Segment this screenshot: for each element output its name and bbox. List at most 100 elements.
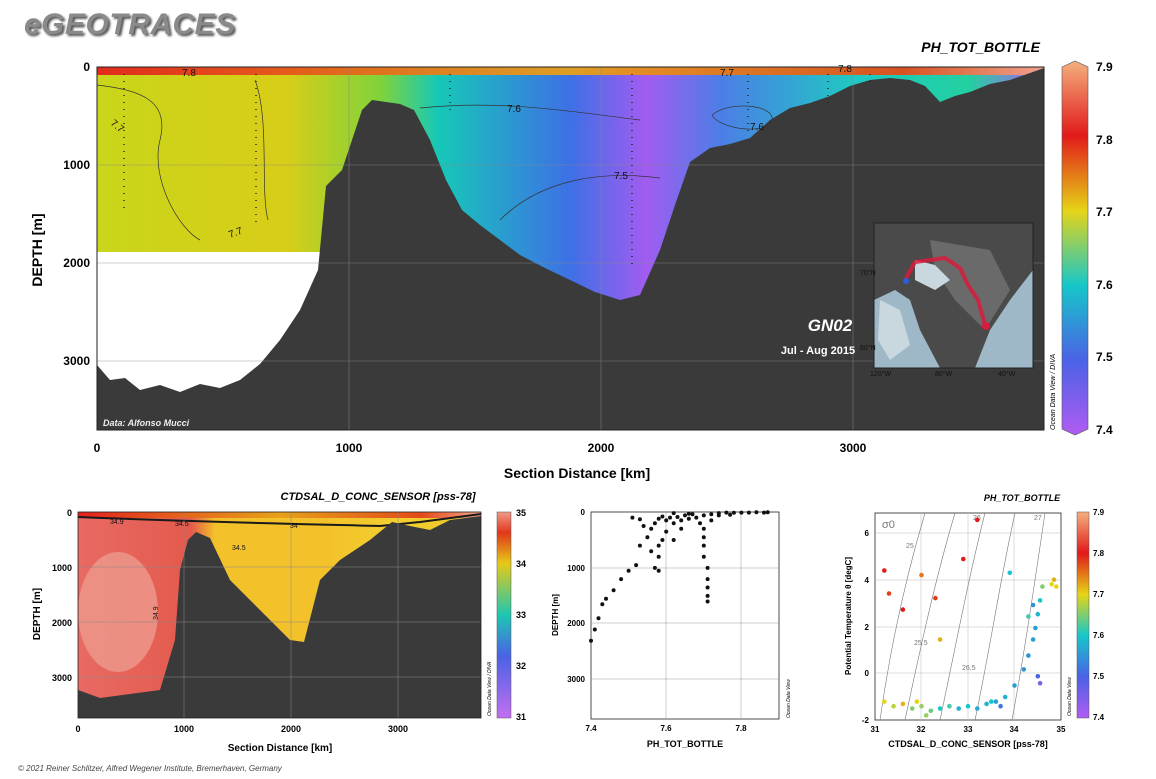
- main-plot-area: 7.8 7.7 7.7 7.6 7.6 7.5 7.7 7.8: [96, 64, 1045, 431]
- data-point: [989, 699, 994, 704]
- data-point: [882, 568, 887, 573]
- data-point: [664, 529, 669, 534]
- svg-text:PH_TOT_BOTTLE: PH_TOT_BOTTLE: [984, 493, 1061, 503]
- data-point: [724, 510, 729, 515]
- svg-text:2000: 2000: [567, 619, 585, 628]
- data-point: [660, 538, 665, 542]
- section-name: GN02: [808, 316, 853, 335]
- map-lon-label: 120°W: [870, 370, 891, 378]
- data-point: [1033, 625, 1038, 631]
- data-point: [765, 510, 770, 515]
- data-point: [1054, 584, 1059, 589]
- data-point: [716, 513, 721, 518]
- colorbar-source: Ocean Data View / DIVA: [1050, 354, 1057, 430]
- data-point: [589, 638, 593, 643]
- data-point: [686, 511, 691, 516]
- salinity-title: CTDSAL_D_CONC_SENSOR [pss-78]: [281, 491, 476, 503]
- data-point: [937, 706, 943, 711]
- svg-text:2000: 2000: [63, 256, 90, 270]
- svg-text:2: 2: [865, 623, 870, 632]
- data-point: [701, 543, 706, 548]
- contour-label: 7.6: [750, 122, 764, 133]
- seafloor: [97, 68, 1044, 430]
- data-point: [882, 699, 887, 704]
- svg-text:0: 0: [67, 508, 72, 518]
- contour-label: 7.5: [614, 171, 628, 182]
- data-point: [698, 521, 702, 526]
- data-point: [649, 549, 654, 554]
- data-point: [671, 511, 676, 516]
- data-point: [705, 577, 710, 582]
- svg-text:0: 0: [94, 441, 101, 455]
- data-point: [600, 602, 605, 607]
- main-x-label: Section Distance [km]: [504, 465, 650, 481]
- data-point: [604, 596, 608, 601]
- data-point: [652, 521, 657, 526]
- svg-text:7.7: 7.7: [1093, 590, 1105, 599]
- data-point: [919, 572, 924, 578]
- data-point: [679, 518, 684, 523]
- ph-depth-points: [589, 510, 770, 643]
- data-point: [656, 568, 661, 573]
- svg-text:2000: 2000: [281, 724, 301, 734]
- copyright-footer: © 2021 Reiner Schlitzer, Alfred Wegener …: [18, 764, 282, 773]
- data-point: [637, 543, 642, 548]
- svg-text:7.9: 7.9: [1096, 60, 1113, 74]
- data-point: [686, 516, 691, 521]
- data-point: [637, 517, 642, 522]
- svg-text:26.5: 26.5: [962, 665, 976, 672]
- contour-label: 7.8: [182, 68, 196, 79]
- data-point: [762, 510, 766, 515]
- contour-label: 7.7: [720, 68, 734, 79]
- svg-text:0: 0: [865, 669, 870, 678]
- data-point: [1037, 598, 1043, 603]
- data-point: [679, 526, 684, 531]
- data-point: [900, 701, 906, 707]
- svg-text:Ocean Data View: Ocean Data View: [1067, 677, 1073, 716]
- data-point: [961, 556, 966, 562]
- data-point: [701, 554, 706, 559]
- main-y-ticks: 0 1000 2000 3000: [63, 60, 90, 368]
- svg-text:34.5: 34.5: [175, 521, 189, 528]
- svg-text:3000: 3000: [840, 441, 867, 455]
- data-point: [947, 703, 952, 709]
- svg-text:7.8: 7.8: [1096, 133, 1113, 147]
- data-point: [1037, 680, 1043, 686]
- data-point: [656, 543, 661, 548]
- svg-text:1000: 1000: [63, 158, 90, 172]
- svg-text:35: 35: [516, 508, 526, 518]
- data-point: [923, 713, 929, 718]
- data-point: [641, 524, 646, 528]
- map-lon-label: 40°W: [998, 370, 1016, 378]
- data-point: [754, 510, 759, 515]
- data-point: [900, 607, 906, 612]
- data-point: [709, 518, 714, 523]
- data-point: [933, 595, 938, 601]
- svg-text:7.5: 7.5: [1093, 672, 1105, 681]
- data-point: [634, 563, 639, 568]
- svg-text:PH_TOT_BOTTLE: PH_TOT_BOTTLE: [647, 739, 723, 749]
- data-point: [705, 593, 710, 598]
- svg-text:Ocean Data View / DIVA: Ocean Data View / DIVA: [487, 661, 493, 716]
- svg-text:33: 33: [516, 610, 526, 620]
- data-point: [975, 706, 980, 711]
- data-point: [919, 703, 924, 709]
- svg-text:1000: 1000: [336, 441, 363, 455]
- svg-text:34: 34: [290, 523, 298, 530]
- svg-text:32: 32: [516, 661, 526, 671]
- data-point: [709, 512, 714, 517]
- svg-text:Ocean Data View: Ocean Data View: [786, 679, 792, 718]
- svg-text:34.9: 34.9: [110, 519, 124, 526]
- data-point: [652, 565, 657, 570]
- map-lon-label: 80°W: [935, 370, 953, 378]
- contour-label: 7.7: [227, 226, 244, 241]
- data-point: [1035, 611, 1041, 617]
- data-point: [619, 577, 624, 582]
- svg-text:3000: 3000: [567, 675, 585, 684]
- data-point: [1002, 694, 1008, 700]
- contour-label: 7.8: [838, 64, 852, 75]
- data-point: [645, 535, 650, 540]
- data-point: [975, 517, 980, 523]
- data-point: [1026, 653, 1031, 658]
- data-point: [626, 568, 631, 573]
